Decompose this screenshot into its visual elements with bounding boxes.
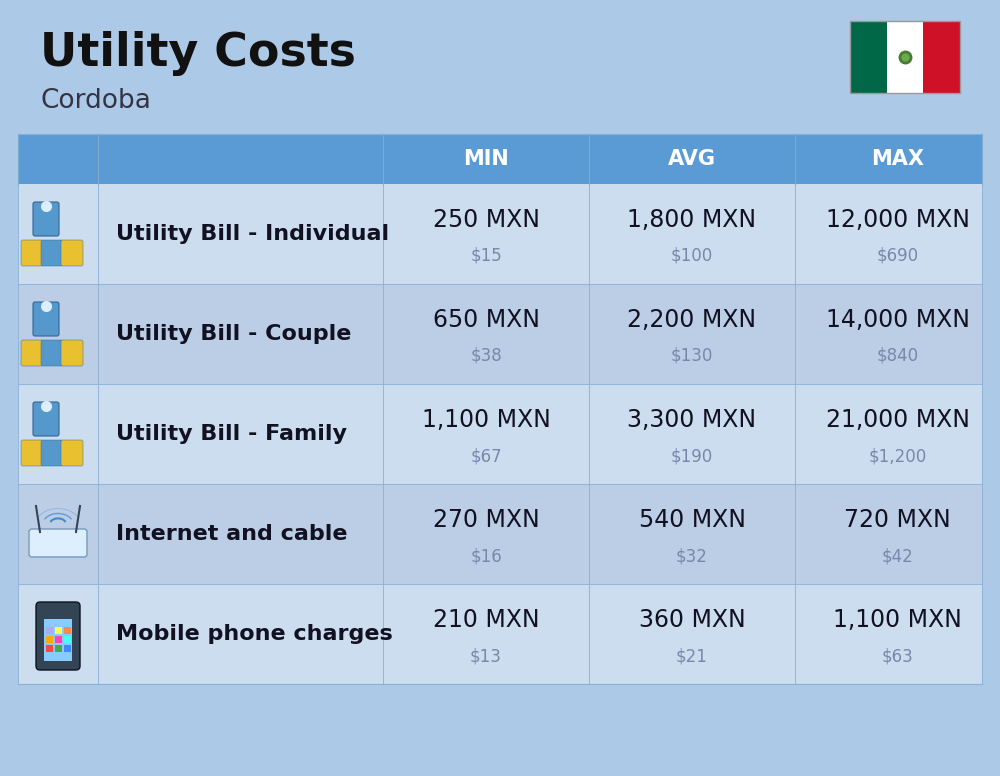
Text: $13: $13 [470, 647, 502, 665]
Bar [46, 636, 53, 643]
Text: 1,800 MXN: 1,800 MXN [627, 208, 757, 232]
Bar [18, 384, 982, 484]
FancyBboxPatch shape [21, 440, 43, 466]
Text: Internet and cable: Internet and cable [116, 524, 348, 544]
Bar [18, 284, 982, 384]
FancyBboxPatch shape [21, 340, 43, 366]
Text: $840: $840 [876, 347, 919, 365]
Text: $67: $67 [470, 447, 502, 465]
Text: MAX: MAX [871, 149, 924, 169]
Bar [46, 645, 53, 652]
Text: $32: $32 [676, 547, 708, 565]
FancyBboxPatch shape [41, 440, 63, 466]
FancyBboxPatch shape [33, 402, 59, 436]
Text: 1,100 MXN: 1,100 MXN [422, 408, 550, 432]
Text: 360 MXN: 360 MXN [639, 608, 745, 632]
FancyBboxPatch shape [61, 240, 83, 266]
Text: $38: $38 [470, 347, 502, 365]
Bar [64, 626, 70, 633]
Bar [850, 21, 960, 93]
Text: 14,000 MXN: 14,000 MXN [826, 308, 970, 332]
Text: Cordoba: Cordoba [40, 88, 151, 114]
Bar [887, 21, 923, 93]
Text: Utility Bill - Family: Utility Bill - Family [116, 424, 347, 444]
Text: $63: $63 [882, 647, 913, 665]
Bar [55, 636, 62, 643]
Text: $15: $15 [470, 247, 502, 265]
Bar [18, 484, 982, 584]
FancyBboxPatch shape [21, 240, 43, 266]
Bar [850, 21, 887, 93]
Text: 1,100 MXN: 1,100 MXN [833, 608, 962, 632]
Bar [64, 636, 70, 643]
FancyBboxPatch shape [44, 619, 72, 661]
Text: 12,000 MXN: 12,000 MXN [826, 208, 970, 232]
Text: 21,000 MXN: 21,000 MXN [826, 408, 970, 432]
Text: 210 MXN: 210 MXN [433, 608, 539, 632]
Bar [64, 645, 70, 652]
Text: 540 MXN: 540 MXN [639, 508, 746, 532]
FancyBboxPatch shape [33, 302, 59, 336]
Text: $130: $130 [671, 347, 713, 365]
Text: Utility Costs: Utility Costs [40, 31, 356, 76]
FancyBboxPatch shape [41, 340, 63, 366]
Text: MIN: MIN [463, 149, 509, 169]
Text: $690: $690 [876, 247, 919, 265]
Text: 720 MXN: 720 MXN [844, 508, 951, 532]
Text: Utility Bill - Couple: Utility Bill - Couple [116, 324, 351, 344]
Text: $21: $21 [676, 647, 708, 665]
FancyBboxPatch shape [36, 602, 80, 670]
Text: 2,200 MXN: 2,200 MXN [627, 308, 757, 332]
FancyBboxPatch shape [29, 529, 87, 557]
Text: $100: $100 [671, 247, 713, 265]
Bar [923, 21, 960, 93]
Text: 250 MXN: 250 MXN [433, 208, 540, 232]
Text: 3,300 MXN: 3,300 MXN [627, 408, 757, 432]
Text: $16: $16 [470, 547, 502, 565]
FancyBboxPatch shape [61, 340, 83, 366]
Bar [46, 626, 53, 633]
Text: Utility Bill - Individual: Utility Bill - Individual [116, 224, 389, 244]
Bar [18, 184, 982, 284]
Text: 650 MXN: 650 MXN [433, 308, 540, 332]
Text: $1,200: $1,200 [868, 447, 927, 465]
Bar [55, 645, 62, 652]
Text: $190: $190 [671, 447, 713, 465]
Text: $42: $42 [882, 547, 913, 565]
Bar [18, 584, 982, 684]
FancyBboxPatch shape [33, 202, 59, 236]
FancyBboxPatch shape [61, 440, 83, 466]
Text: AVG: AVG [668, 149, 716, 169]
Bar [55, 626, 62, 633]
Bar [18, 134, 982, 184]
Text: Mobile phone charges: Mobile phone charges [116, 624, 393, 644]
Text: 270 MXN: 270 MXN [433, 508, 539, 532]
FancyBboxPatch shape [41, 240, 63, 266]
